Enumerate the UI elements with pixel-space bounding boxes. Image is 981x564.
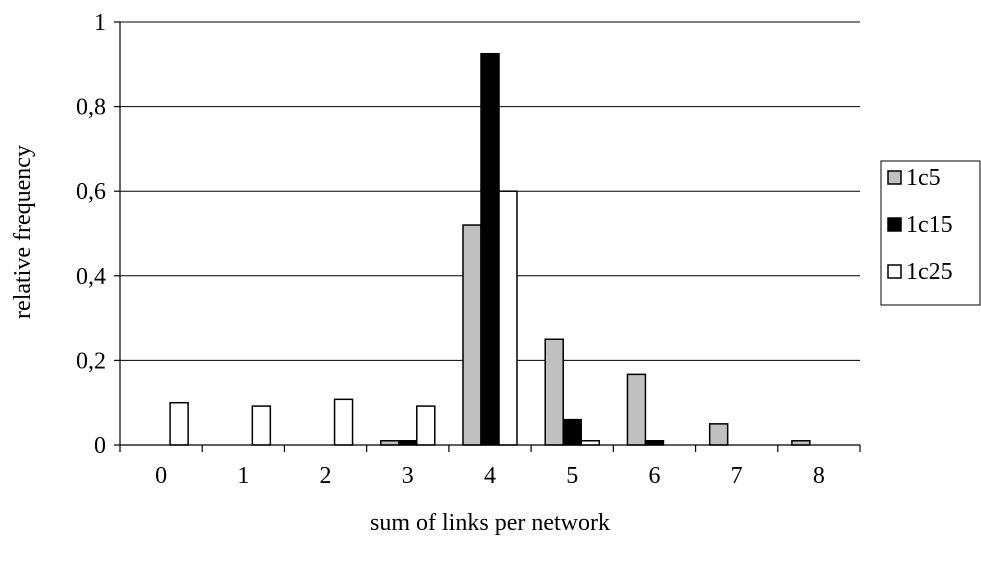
bar-1c15-5 <box>562 418 582 446</box>
x-tick-label: 5 <box>566 463 578 489</box>
legend-label-1c25: 1c25 <box>906 259 953 285</box>
bar-1c25-5 <box>580 440 600 446</box>
bar-1c5-3 <box>380 440 400 446</box>
x-tick-label: 2 <box>320 463 332 489</box>
bar-1c25-0 <box>169 401 189 446</box>
x-tick-label: 8 <box>813 463 825 489</box>
x-tick-label: 1 <box>237 463 249 489</box>
y-axis-title: relative frequency <box>10 145 36 319</box>
x-tick-label: 6 <box>648 463 660 489</box>
legend-frame <box>880 160 981 306</box>
x-axis-title: sum of links per network <box>370 510 610 536</box>
bar-1c25-3 <box>416 405 436 446</box>
legend-swatch-1c25 <box>887 264 902 279</box>
x-tick-label: 4 <box>484 463 496 489</box>
y-tick-label: 0,6 <box>76 179 106 205</box>
y-tick-label: 1 <box>94 10 106 36</box>
legend-label-1c5: 1c5 <box>906 165 941 191</box>
bar-1c25-2 <box>333 398 354 446</box>
bars <box>169 52 811 446</box>
axes <box>114 21 861 452</box>
bar-1c25-4 <box>498 190 518 446</box>
bar-1c25-1 <box>251 405 272 446</box>
y-tick-label: 0 <box>94 433 106 459</box>
y-tick-label: 0,4 <box>76 264 106 290</box>
bar-1c5-6 <box>626 373 647 446</box>
legend-label-1c15: 1c15 <box>906 212 953 238</box>
bar-1c15-4 <box>480 52 500 446</box>
bar-1c5-4 <box>462 224 482 446</box>
bar-1c5-7 <box>708 423 729 446</box>
bar-1c5-5 <box>544 338 564 446</box>
x-tick-label: 7 <box>731 463 743 489</box>
bar-1c5-8 <box>791 440 811 446</box>
x-tick-label: 3 <box>402 463 414 489</box>
bar-1c15-3 <box>398 440 418 446</box>
y-tick-label: 0,8 <box>76 95 106 121</box>
legend: 1c5 1c15 1c25 <box>880 160 981 306</box>
tick-labels: 0 0,2 0,4 0,6 0,8 1 0 1 2 3 4 5 6 7 8 <box>76 10 825 489</box>
legend-swatch-1c5 <box>887 170 902 185</box>
bar-1c15-6 <box>644 440 665 446</box>
y-tick-label: 0,2 <box>76 348 106 374</box>
x-tick-label: 0 <box>155 463 167 489</box>
legend-swatch-1c15 <box>887 217 902 232</box>
